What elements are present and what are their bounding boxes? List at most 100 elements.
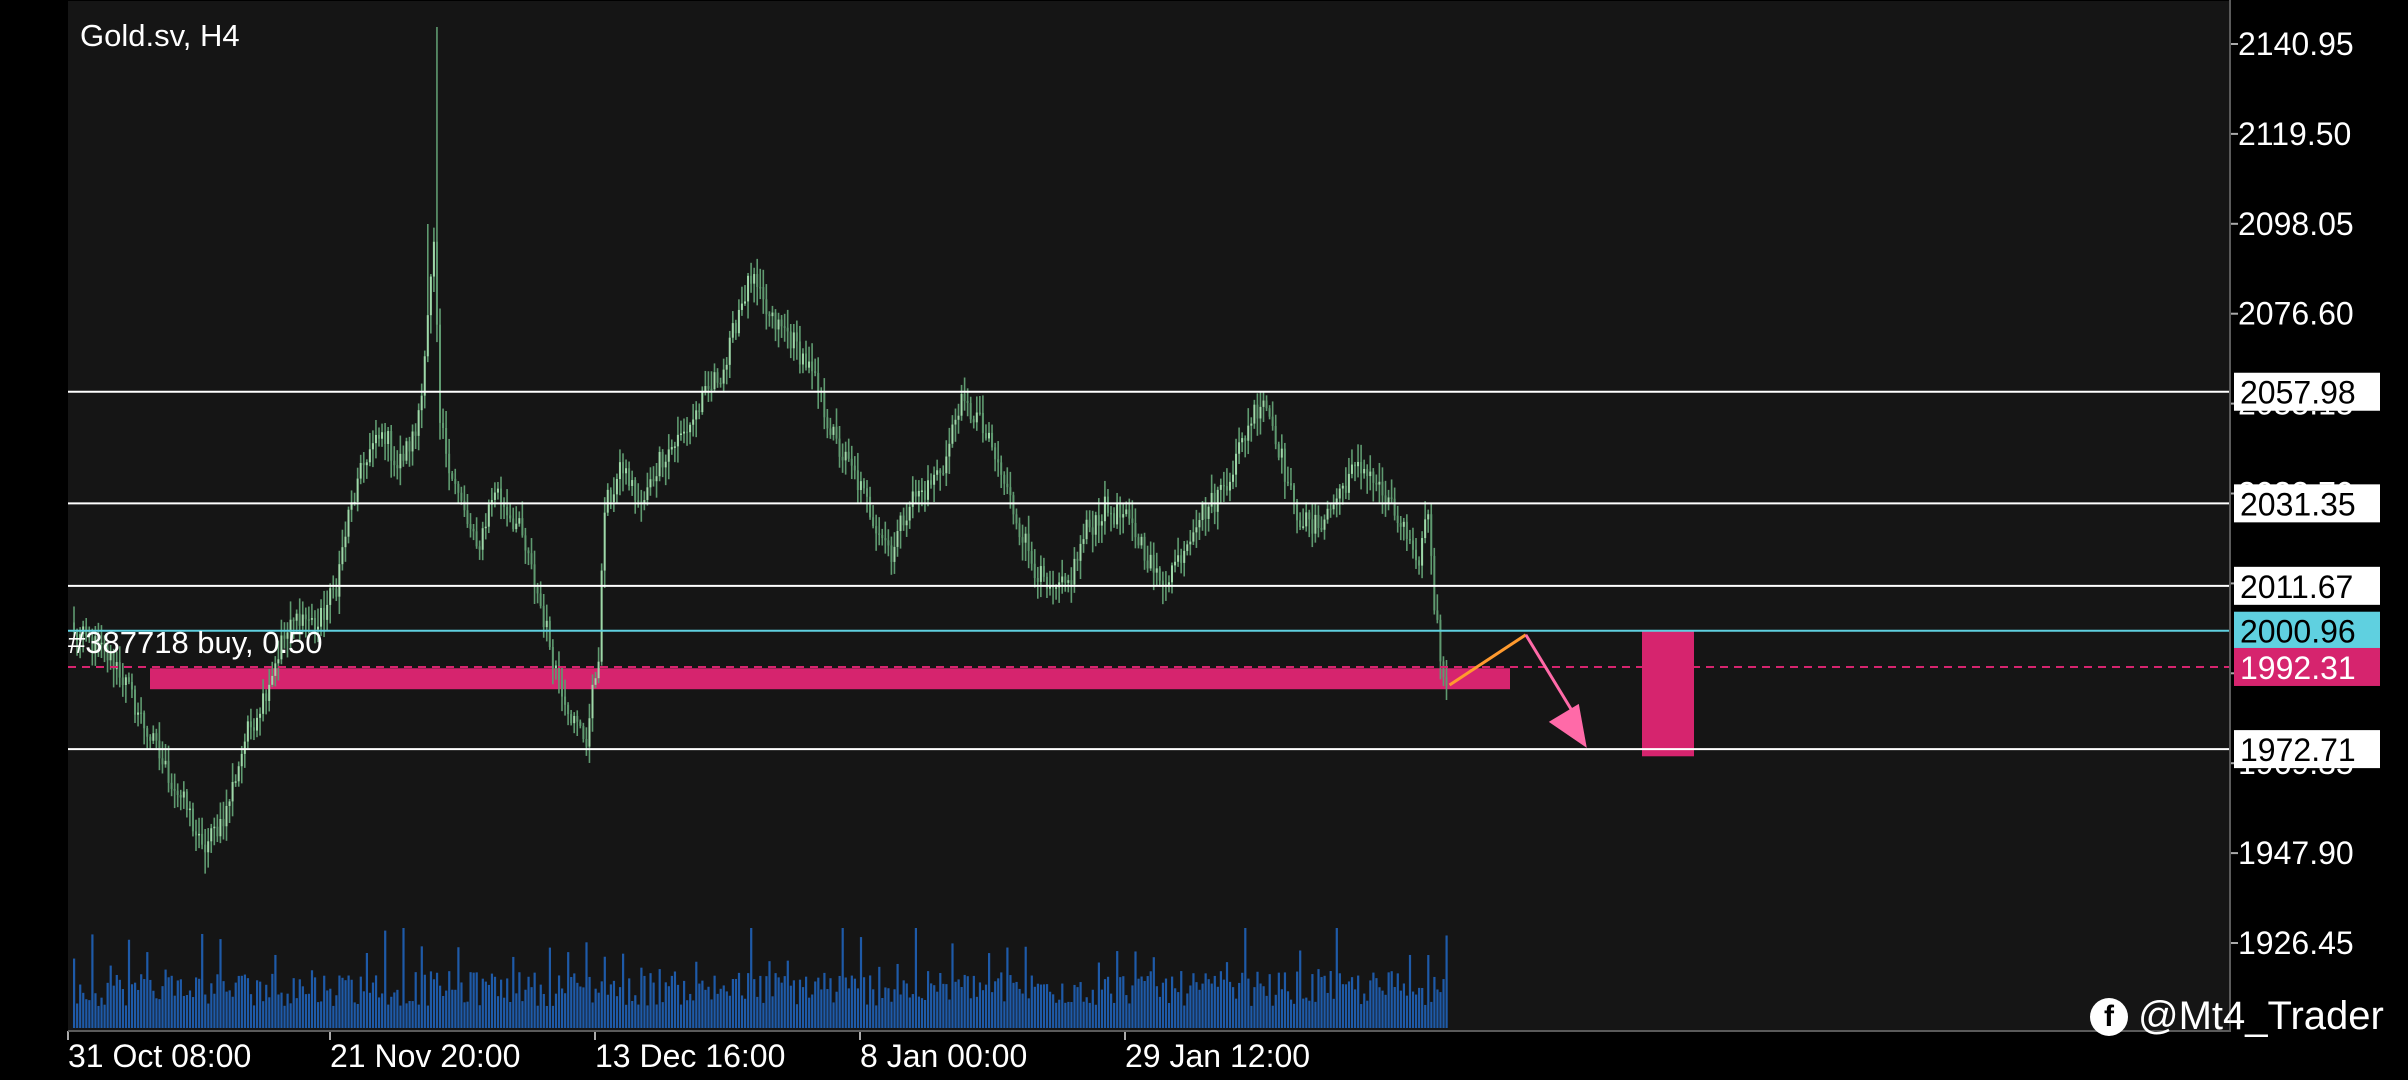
candle-body [1381,481,1384,496]
volume-bar [329,988,332,1028]
candle-body [588,718,591,747]
volume-bar [805,976,808,1028]
volume-bar [1411,991,1415,1028]
volume-bar [771,996,774,1028]
zones [150,630,1694,757]
volume-bar [435,972,439,1028]
volume-bar [551,1005,555,1028]
candle-body [609,489,612,502]
candle-body [734,323,737,334]
candle-body [524,535,527,551]
candle-body [143,712,146,729]
candle-body [1097,515,1100,526]
volume-bar [631,1001,634,1028]
volume-bar [994,981,997,1028]
candle-body [503,502,506,507]
candle-body [304,614,307,620]
candle-body [747,275,750,302]
candle-body [911,491,914,507]
candle-body [933,474,936,485]
volume-bar [1009,975,1012,1028]
candle-body [1024,533,1027,543]
volume-bar [1131,985,1134,1028]
candle-body [930,480,933,485]
candle-body [640,501,643,504]
order-label[interactable]: #387718 buy, 0.50 [68,625,323,660]
volume-bar [649,973,652,1028]
volume-bar [969,998,972,1028]
volume-bar [603,956,606,1028]
candle-body [231,781,234,802]
candle-body [1320,527,1323,530]
candle-body [1134,523,1137,538]
volume-bar [1241,972,1244,1028]
volume-bar [1329,971,1332,1028]
volume-bar [256,980,259,1028]
volume-bar [997,978,1000,1028]
volume-bar [1326,992,1329,1028]
candle-body [365,462,368,466]
candle-body [1305,512,1308,527]
volume-bar [451,989,454,1028]
volume-bar [756,996,759,1028]
candle-body [121,677,124,686]
price-tag-bg [2234,611,2380,650]
candle-body [1366,469,1369,477]
candle-body [1140,536,1143,546]
candle-body [997,459,1000,463]
volume-bar [707,986,710,1028]
volume-bar [829,978,832,1028]
volume-bar [1350,977,1354,1028]
candle-body [1326,508,1329,520]
volume-bar [963,974,966,1028]
volume-bar [859,937,863,1028]
volume-bar [167,977,170,1028]
volume-bar [753,979,756,1028]
candle-body [1396,515,1399,523]
volume-bar [76,1003,79,1028]
candle-body [439,324,441,423]
volume-bar [265,984,268,1028]
volume-bar [216,974,219,1028]
candle-body [1241,438,1244,443]
candle-body [1210,492,1213,507]
volume-bar [844,977,847,1028]
candle-body [618,462,621,480]
volume-bar [1357,975,1360,1028]
volume-bar [356,1003,359,1028]
volume-bar [1119,977,1122,1028]
volume-bar [408,1000,411,1028]
volume-bar [1402,983,1405,1028]
volume-bar [991,992,994,1028]
volume-bar [1076,987,1079,1028]
candle-body [256,717,258,731]
volume-bar [1192,973,1195,1028]
candle-body [570,714,573,724]
volume-bar [1320,977,1323,1028]
volume-bar [1244,928,1247,1028]
candle-body [317,626,319,630]
target-box [1642,630,1694,757]
volume-bar [1363,993,1366,1028]
volume-bar [478,1005,481,1028]
candle-body [765,299,768,315]
volume-bar [978,982,982,1028]
volume-bar [1256,971,1259,1028]
volume-bar [847,988,850,1028]
candle-body [1335,498,1338,505]
volume-bar [182,995,185,1028]
volume-bar [1274,994,1277,1028]
candle-body [228,801,231,806]
volume-bar [1293,1003,1296,1028]
candle-body [838,438,841,457]
candle-body [1390,497,1393,499]
y-tick-label: 1926.45 [2238,925,2354,961]
volume-bar [432,979,436,1028]
candle-body [658,451,661,477]
candle-body [198,833,201,836]
candle-body [991,432,994,448]
volume-bar [640,967,643,1028]
price-tag-label: 2000.96 [2240,614,2356,650]
volume-bar [609,984,612,1028]
